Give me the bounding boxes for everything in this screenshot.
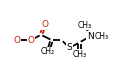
Text: O: O bbox=[27, 36, 34, 45]
Text: CH₃: CH₃ bbox=[95, 32, 109, 41]
Text: +: + bbox=[91, 31, 96, 36]
Text: O: O bbox=[41, 20, 48, 29]
Text: S: S bbox=[67, 43, 72, 52]
Text: O: O bbox=[13, 36, 20, 45]
Text: N: N bbox=[87, 32, 94, 41]
Text: CH₃: CH₃ bbox=[78, 21, 92, 30]
Text: CH₂: CH₂ bbox=[41, 47, 55, 56]
Text: CH₃: CH₃ bbox=[72, 50, 86, 58]
